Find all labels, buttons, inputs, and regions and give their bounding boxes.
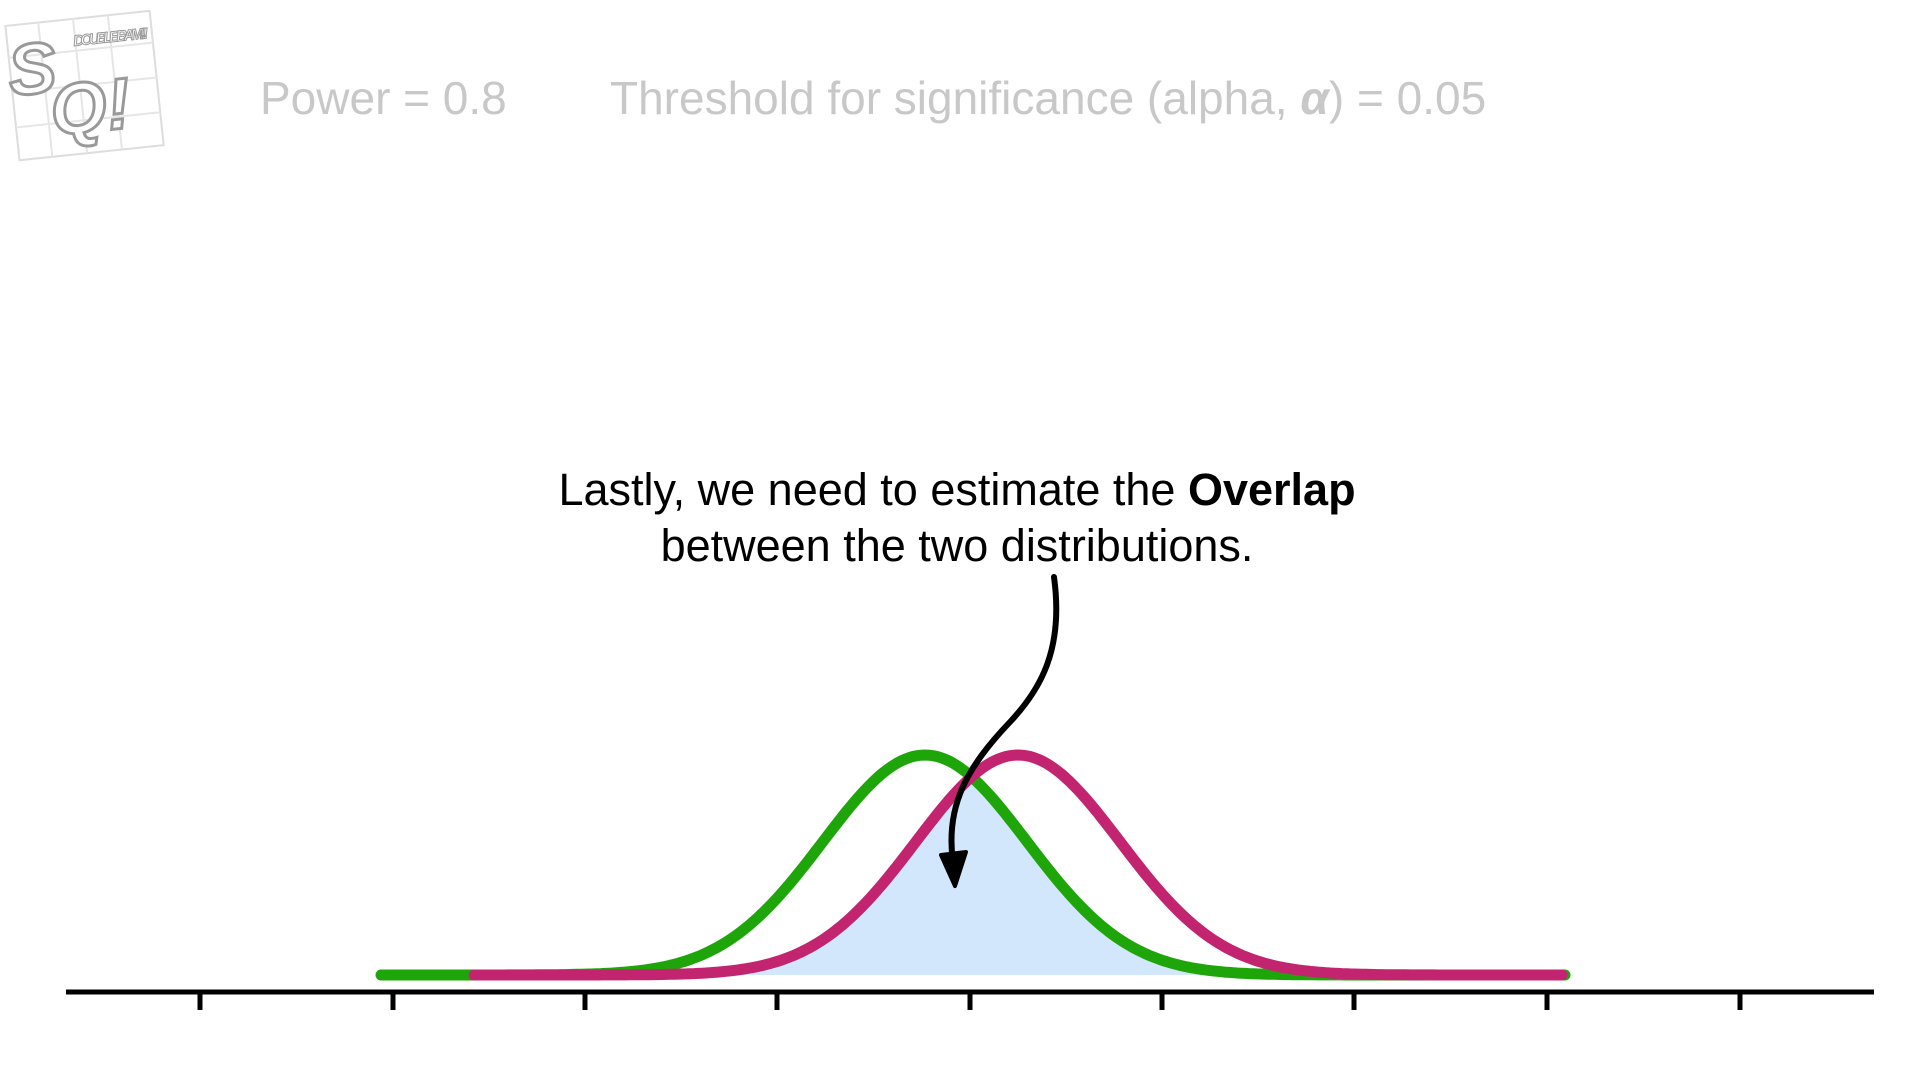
overlap-area (700, 777, 1260, 975)
logo-q: Q! (46, 64, 134, 152)
annotation-line2: between the two distributions. (661, 520, 1254, 571)
logo-s: S (4, 27, 60, 112)
axis-ticks (197, 992, 1743, 1010)
arrow-shaft (948, 574, 1060, 865)
arrow-head (939, 850, 968, 888)
power-label: Power = 0.8 (260, 72, 507, 124)
pink-distribution (468, 749, 1568, 981)
threshold-label: Threshold for significance (alpha, α) = … (610, 72, 1486, 124)
annotation-line1: Lastly, we need to estimate the Overlap (558, 464, 1355, 515)
logo-grid (8, 15, 161, 157)
logo: S Q! DOUBLE BAM!!! (3, 9, 165, 162)
annotation-start: Lastly, we need to estimate the (558, 464, 1188, 515)
annotation-bold: Overlap (1188, 464, 1356, 515)
alpha-symbol: α (1300, 72, 1331, 124)
threshold-start: Threshold for significance (alpha, (610, 72, 1300, 124)
threshold-end: ) = 0.05 (1329, 72, 1486, 124)
